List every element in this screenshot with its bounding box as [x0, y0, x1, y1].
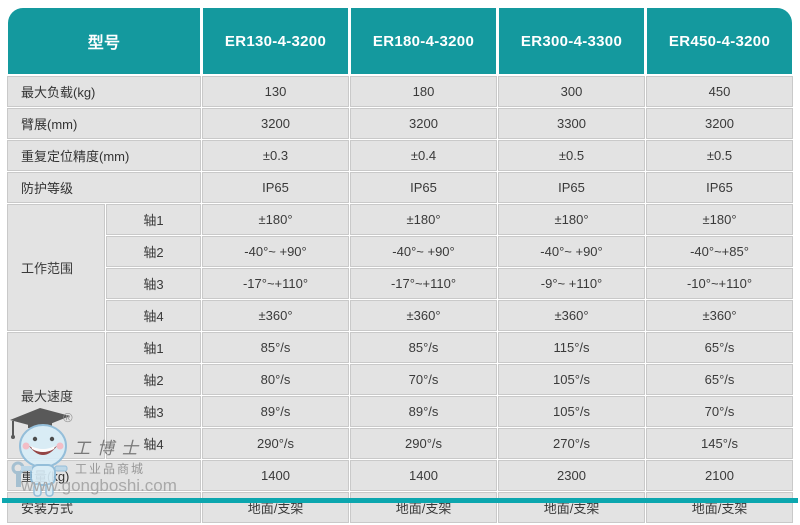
group-label-max-speed: 最大速度 [8, 333, 104, 458]
spec-value: ±0.3 [203, 141, 349, 170]
table-row: 轴2 80°/s 70°/s 105°/s 65°/s [8, 365, 793, 394]
spec-value: 115°/s [499, 333, 645, 362]
table-row: 重复定位精度(mm) ±0.3 ±0.4 ±0.5 ±0.5 [8, 141, 793, 170]
spec-value: 130 [203, 77, 349, 106]
table-row: 最大速度 轴1 85°/s 85°/s 115°/s 65°/s [8, 333, 793, 458]
spec-value: 2100 [647, 461, 793, 490]
spec-value: -40°~ +90° [499, 237, 645, 266]
spec-value: 3300 [499, 109, 645, 138]
spec-value: -40°~ +90° [351, 237, 497, 266]
spec-value: ±180° [203, 205, 349, 234]
table-row: 臂展(mm) 3200 3200 3300 3200 [8, 109, 793, 138]
spec-value: 290°/s [203, 429, 349, 458]
header-row: 型号 ER130-4-3200 ER180-4-3200 ER300-4-330… [8, 8, 793, 74]
spec-value: 1400 [203, 461, 349, 490]
spec-value: 290°/s [351, 429, 497, 458]
spec-value: ±0.4 [351, 141, 497, 170]
spec-label: 最大负载(kg) [8, 77, 201, 106]
spec-value: ±180° [499, 205, 645, 234]
spec-label: 重量(kg) [8, 461, 201, 490]
spec-value: ±360° [351, 301, 497, 330]
bottom-accent-bar [2, 498, 798, 503]
axis-label: 轴4 [107, 429, 201, 458]
group-label-work-range: 工作范围 [8, 205, 104, 330]
spec-value: 450 [647, 77, 793, 106]
spec-value: 70°/s [351, 365, 497, 394]
table-row: 轴4 290°/s 290°/s 270°/s 145°/s [8, 429, 793, 458]
table-row: 防护等级 IP65 IP65 IP65 IP65 [8, 173, 793, 202]
axis-label: 轴2 [107, 365, 201, 394]
spec-value: 65°/s [647, 365, 793, 394]
model-header: ER300-4-3300 [499, 8, 645, 74]
spec-value: 3200 [351, 109, 497, 138]
spec-value: IP65 [647, 173, 793, 202]
model-header: ER130-4-3200 [203, 8, 349, 74]
spec-value: 3200 [203, 109, 349, 138]
spec-value: 105°/s [499, 397, 645, 426]
model-column-title: 型号 [8, 8, 201, 74]
spec-value: -9°~ +110° [499, 269, 645, 298]
spec-value: IP65 [351, 173, 497, 202]
spec-value: IP65 [499, 173, 645, 202]
spec-value: ±180° [647, 205, 793, 234]
spec-value: 270°/s [499, 429, 645, 458]
spec-value: 85°/s [351, 333, 497, 362]
spec-value: 70°/s [647, 397, 793, 426]
spec-value: -40°~+85° [647, 237, 793, 266]
spec-value: ±360° [203, 301, 349, 330]
spec-label: 重复定位精度(mm) [8, 141, 201, 170]
spec-value: ±0.5 [499, 141, 645, 170]
spec-value: 105°/s [499, 365, 645, 394]
model-header: ER450-4-3200 [647, 8, 793, 74]
spec-value: 145°/s [647, 429, 793, 458]
spec-value: 89°/s [351, 397, 497, 426]
spec-value: ±0.5 [647, 141, 793, 170]
axis-label: 轴1 [107, 333, 201, 362]
spec-value: ±360° [499, 301, 645, 330]
spec-value: 85°/s [203, 333, 349, 362]
spec-value: -17°~+110° [351, 269, 497, 298]
axis-label: 轴2 [107, 237, 201, 266]
spec-value: ±360° [647, 301, 793, 330]
axis-label: 轴3 [107, 269, 201, 298]
table-row: 轴2 -40°~ +90° -40°~ +90° -40°~ +90° -40°… [8, 237, 793, 266]
spec-value: -17°~+110° [203, 269, 349, 298]
spec-value: ±180° [351, 205, 497, 234]
spec-value: 3200 [647, 109, 793, 138]
axis-label: 轴3 [107, 397, 201, 426]
spec-value: -10°~+110° [647, 269, 793, 298]
axis-label: 轴1 [107, 205, 201, 234]
spec-value: IP65 [203, 173, 349, 202]
spec-value: -40°~ +90° [203, 237, 349, 266]
spec-label: 防护等级 [8, 173, 201, 202]
model-header: ER180-4-3200 [351, 8, 497, 74]
spec-value: 180 [351, 77, 497, 106]
spec-value: 2300 [499, 461, 645, 490]
robot-spec-table: 型号 ER130-4-3200 ER180-4-3200 ER300-4-330… [5, 5, 795, 525]
table-row: 轴4 ±360° ±360° ±360° ±360° [8, 301, 793, 330]
table-row: 轴3 89°/s 89°/s 105°/s 70°/s [8, 397, 793, 426]
spec-value: 1400 [351, 461, 497, 490]
spec-value: 80°/s [203, 365, 349, 394]
spec-value: 300 [499, 77, 645, 106]
spec-value: 89°/s [203, 397, 349, 426]
axis-label: 轴4 [107, 301, 201, 330]
spec-label: 臂展(mm) [8, 109, 201, 138]
spec-value: 65°/s [647, 333, 793, 362]
table-row: 重量(kg) 1400 1400 2300 2100 [8, 461, 793, 490]
table-row: 最大负载(kg) 130 180 300 450 [8, 77, 793, 106]
spec-sheet-page: 型号 ER130-4-3200 ER180-4-3200 ER300-4-330… [2, 8, 798, 522]
table-row: 轴3 -17°~+110° -17°~+110° -9°~ +110° -10°… [8, 269, 793, 298]
table-row: 工作范围 轴1 ±180° ±180° ±180° ±180° [8, 205, 793, 330]
